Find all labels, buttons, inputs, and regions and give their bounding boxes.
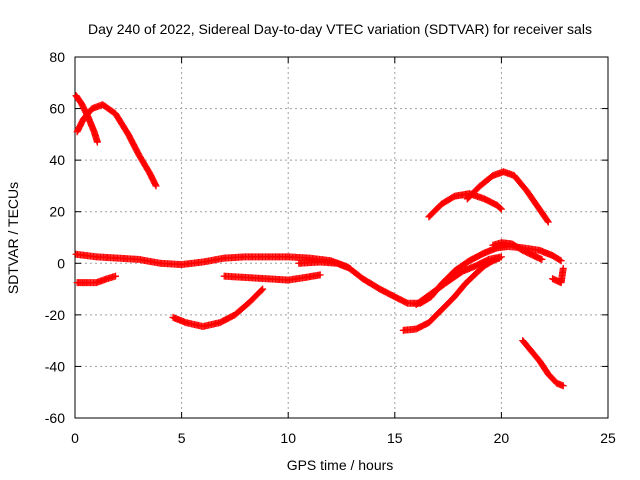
y-tick-label: 60 — [49, 101, 65, 117]
x-tick-label: 20 — [494, 430, 510, 446]
data-point — [538, 255, 546, 263]
x-tick-label: 10 — [280, 430, 296, 446]
series-arc-8 — [399, 254, 503, 334]
y-axis-label: SDTVAR / TECUs — [5, 182, 21, 294]
series-arc-13 — [519, 337, 567, 390]
series-arc-4 — [73, 272, 120, 287]
y-tick-label: 40 — [49, 152, 65, 168]
y-tick-label: 0 — [57, 255, 65, 271]
plot-frame — [74, 56, 609, 419]
series-arc-9 — [412, 253, 505, 309]
series-arc-7 — [295, 258, 354, 272]
series-arc-6 — [220, 271, 324, 284]
data-point — [559, 382, 567, 390]
data-point — [259, 285, 267, 293]
data-point — [543, 217, 551, 225]
series-arc-5 — [169, 285, 267, 330]
data-point — [497, 205, 505, 213]
x-tick-label: 15 — [387, 430, 403, 446]
data-point — [559, 264, 567, 272]
data-point — [556, 256, 564, 264]
series-arc-12 — [463, 168, 552, 226]
y-tick-label: 80 — [49, 49, 65, 65]
x-tick-label: 5 — [178, 430, 186, 446]
y-tick-label: -20 — [45, 307, 65, 323]
y-tick-label: -40 — [45, 358, 65, 374]
data-point — [496, 204, 504, 212]
grid — [75, 57, 608, 418]
series-arc-2 — [73, 101, 160, 190]
y-tick-label: -60 — [45, 410, 65, 426]
data-point — [346, 264, 354, 272]
chart-title: Day 240 of 2022, Sidereal Day-to-day VTE… — [88, 21, 592, 37]
data-point — [557, 257, 565, 265]
data-point — [544, 218, 552, 226]
x-tick-label: 0 — [71, 430, 79, 446]
data-points — [72, 92, 567, 390]
y-tick-label: 20 — [49, 204, 65, 220]
series-arc-11 — [425, 190, 505, 221]
data-point — [258, 286, 266, 294]
x-tick-label: 25 — [600, 430, 616, 446]
series-arc-10 — [489, 239, 546, 263]
series-arc-14 — [549, 264, 567, 287]
data-point — [316, 271, 324, 279]
data-point — [93, 138, 101, 146]
data-point — [112, 272, 120, 280]
data-point — [497, 253, 505, 261]
data-point — [152, 182, 160, 190]
x-axis-label: GPS time / hours — [287, 457, 394, 473]
